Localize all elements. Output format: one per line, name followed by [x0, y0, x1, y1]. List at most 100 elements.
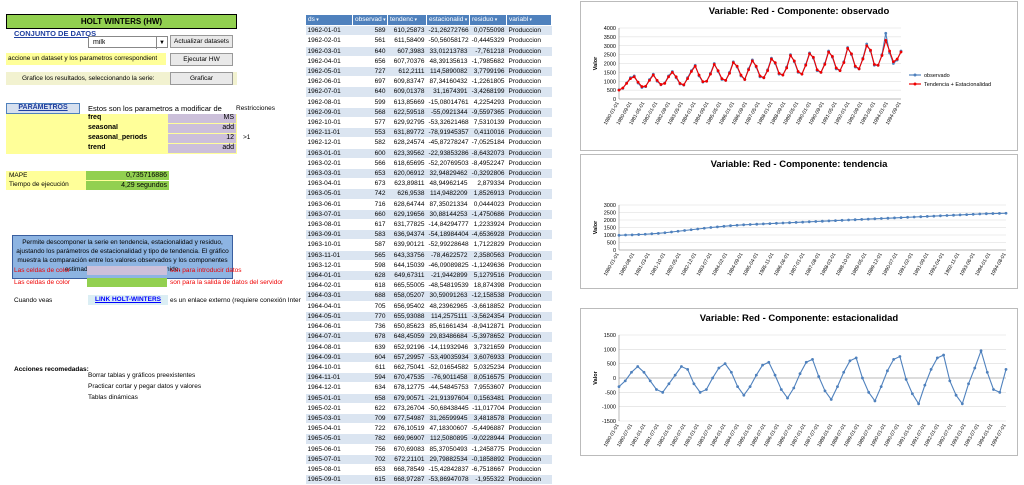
table-row[interactable]: 1962-08-01 599 613,85669 -15,08014761 4,2254…: [305, 97, 552, 108]
table-cell[interactable]: Produccion: [506, 86, 552, 98]
table-cell[interactable]: 599: [352, 97, 388, 108]
table-cell[interactable]: -9,5597365: [469, 107, 507, 119]
table-cell[interactable]: 3,4818578: [469, 413, 507, 425]
table-cell[interactable]: 609,01378: [387, 86, 427, 98]
table-cell[interactable]: 1962-08-01: [305, 97, 353, 108]
table-cell[interactable]: 679,90571: [387, 393, 427, 404]
table-cell[interactable]: Produccion: [506, 158, 552, 170]
table-cell[interactable]: 623,39562: [387, 148, 427, 159]
table-cell[interactable]: 697: [352, 76, 388, 88]
table-cell[interactable]: -52,99228648: [426, 239, 470, 251]
table-cell[interactable]: 611: [352, 362, 388, 374]
table-cell[interactable]: 1963-01-01: [305, 148, 353, 159]
table-cell[interactable]: 594: [352, 372, 388, 384]
table-cell[interactable]: -0,3292806: [469, 168, 507, 180]
table-cell[interactable]: 702: [352, 454, 388, 465]
table-cell[interactable]: 1962-09-01: [305, 107, 353, 119]
table-cell[interactable]: -21,91397604: [426, 393, 470, 404]
filter-dropdown-icon[interactable]: ▾: [463, 17, 468, 23]
table-cell[interactable]: Produccion: [506, 229, 552, 241]
table-row[interactable]: 1964-02-01 618 665,55005 -48,54819539 18,874…: [305, 280, 552, 292]
table-cell[interactable]: -1,7985682: [469, 56, 507, 68]
table-cell[interactable]: 0,1563481: [469, 393, 507, 404]
table-cell[interactable]: Produccion: [506, 342, 552, 353]
table-cell[interactable]: 629,92795: [387, 117, 427, 129]
table-cell[interactable]: 1,7122829: [469, 239, 507, 251]
table-cell[interactable]: Produccion: [506, 137, 552, 149]
column-header[interactable]: residuo ▾: [469, 13, 507, 27]
table-cell[interactable]: -7,761218: [469, 46, 507, 57]
table-cell[interactable]: 672,21101: [387, 454, 427, 465]
table-cell[interactable]: 607,70376: [387, 56, 427, 68]
table-cell[interactable]: 33,01213783: [426, 46, 470, 57]
table-cell[interactable]: 617: [352, 219, 388, 231]
table-cell[interactable]: 1963-02-01: [305, 158, 353, 170]
chevron-down-icon[interactable]: ▼: [156, 37, 167, 49]
table-row[interactable]: 1962-01-01 589 610,25873 -21,26272766 0,0755…: [305, 25, 552, 37]
table-cell[interactable]: Produccion: [506, 107, 552, 119]
table-cell[interactable]: 1964-06-01: [305, 321, 353, 333]
table-cell[interactable]: -6,7518667: [469, 464, 507, 476]
table-cell[interactable]: 5,1279516: [469, 270, 507, 282]
table-cell[interactable]: -1,2261805: [469, 76, 507, 88]
chart-observado[interactable]: Variable: Red - Componente: observado 0 5…: [580, 1, 1018, 151]
param-freq-input[interactable]: MS: [168, 114, 236, 123]
table-cell[interactable]: -15,08014761: [426, 97, 470, 108]
table-cell[interactable]: Produccion: [506, 35, 552, 47]
table-cell[interactable]: 716: [352, 199, 388, 210]
table-cell[interactable]: 2,879334: [469, 178, 507, 190]
filter-dropdown-icon[interactable]: ▾: [493, 17, 498, 23]
table-cell[interactable]: Produccion: [506, 219, 552, 231]
table-row[interactable]: 1963-06-01 716 628,64744 87,35021334 0,04440…: [305, 199, 552, 210]
table-cell[interactable]: -21,9442899: [426, 270, 470, 282]
table-cell[interactable]: 1964-12-01: [305, 382, 353, 394]
table-row[interactable]: 1964-11-01 594 670,47535 -76,9011458 8,05165…: [305, 372, 552, 384]
table-cell[interactable]: -52,20769503: [426, 158, 470, 170]
table-cell[interactable]: -15,42842837: [426, 464, 470, 476]
table-cell[interactable]: 0,0755098: [469, 25, 507, 37]
filter-dropdown-icon[interactable]: ▾: [314, 17, 319, 23]
table-cell[interactable]: 600: [352, 148, 388, 159]
table-cell[interactable]: 655,93088: [387, 311, 427, 323]
table-cell[interactable]: 1962-10-01: [305, 117, 353, 129]
table-cell[interactable]: 652,92196: [387, 342, 427, 353]
table-cell[interactable]: -54,18984404: [426, 229, 470, 241]
table-row[interactable]: 1965-02-01 622 673,26704 -50,68438445 -11,01…: [305, 403, 552, 414]
dataset-select[interactable]: milk ▼: [88, 36, 168, 49]
table-row[interactable]: 1965-08-01 653 668,78549 -15,42842837 -6,751…: [305, 464, 552, 476]
table-cell[interactable]: 582: [352, 137, 388, 149]
table-cell[interactable]: -46,09089825: [426, 260, 470, 272]
table-cell[interactable]: -50,68438445: [426, 403, 470, 414]
table-cell[interactable]: Produccion: [506, 321, 552, 333]
table-cell[interactable]: -7,0525184: [469, 137, 507, 149]
table-cell[interactable]: -4,6536928: [469, 229, 507, 241]
table-cell[interactable]: 1962-01-01: [305, 25, 353, 37]
table-cell[interactable]: 114,2575111: [426, 311, 470, 323]
table-cell[interactable]: 670,69083: [387, 444, 427, 455]
table-cell[interactable]: 48,94962145: [426, 178, 470, 190]
filter-dropdown-icon[interactable]: ▾: [528, 17, 533, 23]
table-cell[interactable]: 18,874398: [469, 280, 507, 292]
table-cell[interactable]: 8,0516575: [469, 372, 507, 384]
table-cell[interactable]: 613,85669: [387, 97, 427, 108]
table-cell[interactable]: 639,90121: [387, 239, 427, 251]
table-row[interactable]: 1963-09-01 583 636,94374 -54,18984404 -4,653…: [305, 229, 552, 241]
table-cell[interactable]: Produccion: [506, 178, 552, 190]
table-cell[interactable]: 1962-03-01: [305, 46, 353, 57]
table-cell[interactable]: 561: [352, 35, 388, 47]
table-cell[interactable]: 650,85623: [387, 321, 427, 333]
table-row[interactable]: 1964-01-01 628 649,67311 -21,9442899 5,12795…: [305, 270, 552, 282]
table-cell[interactable]: 665,55005: [387, 280, 427, 292]
table-cell[interactable]: 114,5890082: [426, 66, 470, 78]
table-cell[interactable]: Produccion: [506, 382, 552, 394]
table-cell[interactable]: 7,9553607: [469, 382, 507, 394]
table-cell[interactable]: 0,0444023: [469, 199, 507, 210]
table-cell[interactable]: Produccion: [506, 454, 552, 465]
param-seasonal-input[interactable]: add: [168, 124, 236, 133]
table-cell[interactable]: Produccion: [506, 117, 552, 129]
table-cell[interactable]: 1963-08-01: [305, 219, 353, 231]
table-row[interactable]: 1962-09-01 568 622,59518 -55,0921344 -9,5597…: [305, 107, 552, 119]
table-row[interactable]: 1965-01-01 658 679,90571 -21,91397604 0,1563…: [305, 393, 552, 404]
table-cell[interactable]: -1,1249636: [469, 260, 507, 272]
table-cell[interactable]: 618: [352, 280, 388, 292]
